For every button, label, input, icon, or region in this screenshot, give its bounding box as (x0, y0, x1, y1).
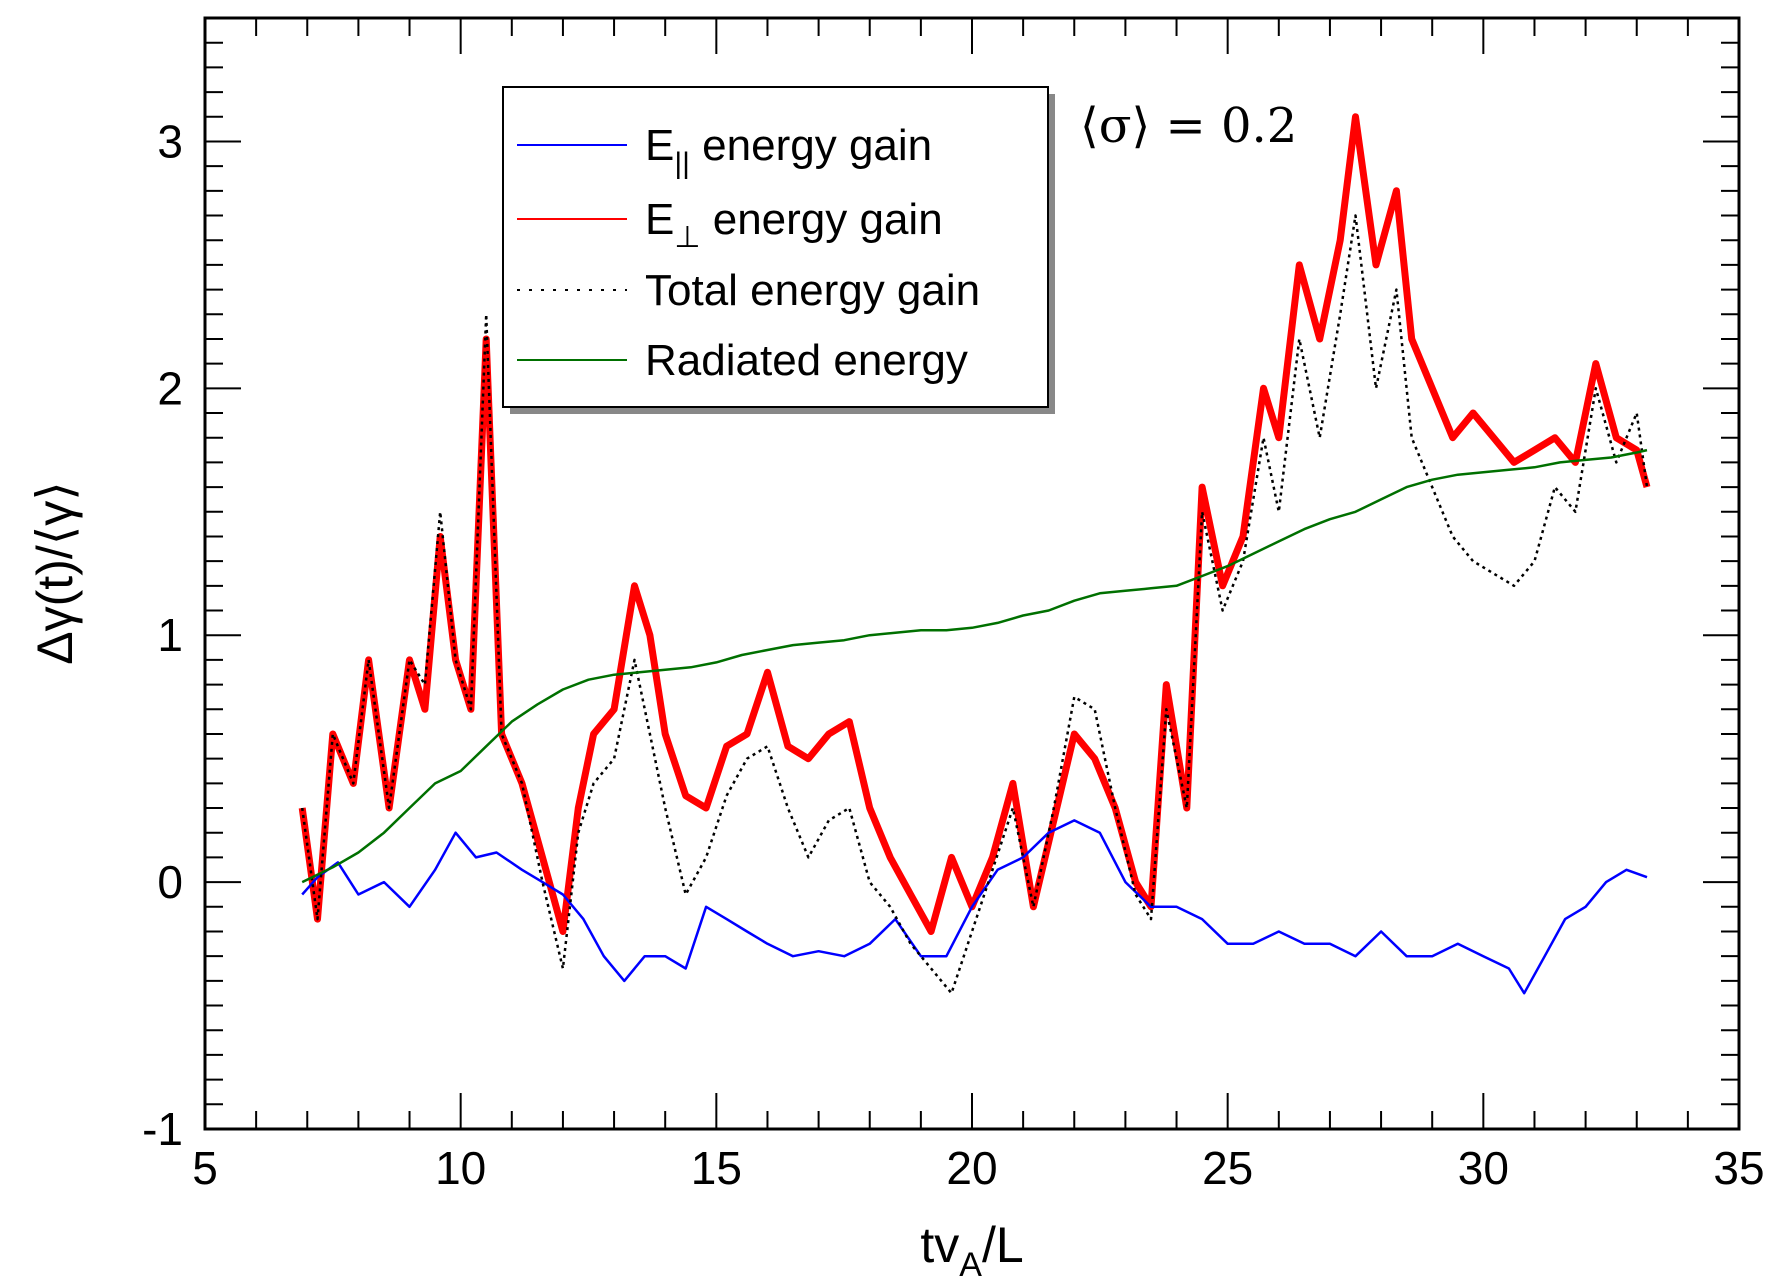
x-tick-label: 35 (1713, 1142, 1764, 1194)
y-tick-label: -1 (142, 1103, 183, 1155)
legend: E|| energy gain E⊥ energy gain Total ene… (502, 86, 1055, 414)
legend-label-radiated: Radiated energy (645, 336, 968, 385)
y-axis-title: Δγ(t)/⟨γ⟩ (27, 481, 83, 665)
x-tick-label: 5 (192, 1142, 218, 1194)
plot-frame (203, 16, 1741, 1131)
series-line-3 (301, 448, 1648, 884)
series-line-0 (301, 819, 1648, 995)
series-layer (298, 113, 1651, 995)
labels-layer: 5 10 15 20 25 30 35 -1 0 1 2 3 (142, 115, 1764, 1194)
ticks-layer (204, 17, 1740, 1130)
y-tick-label: 1 (157, 609, 183, 661)
y-tick-label: 3 (157, 115, 183, 167)
legend-label-total: Total energy gain (645, 266, 980, 315)
x-tick-label: 20 (946, 1142, 997, 1194)
y-tick-label: 2 (157, 362, 183, 414)
sigma-annotation: ⟨σ⟩ = 0.2 (1080, 98, 1297, 154)
series-line-2 (300, 214, 1649, 995)
x-tick-label: 15 (691, 1142, 742, 1194)
y-tick-label: 0 (157, 856, 183, 908)
x-tick-label: 10 (435, 1142, 486, 1194)
x-tick-label: 25 (1202, 1142, 1253, 1194)
x-tick-label: 30 (1458, 1142, 1509, 1194)
legend-box (502, 86, 1049, 408)
